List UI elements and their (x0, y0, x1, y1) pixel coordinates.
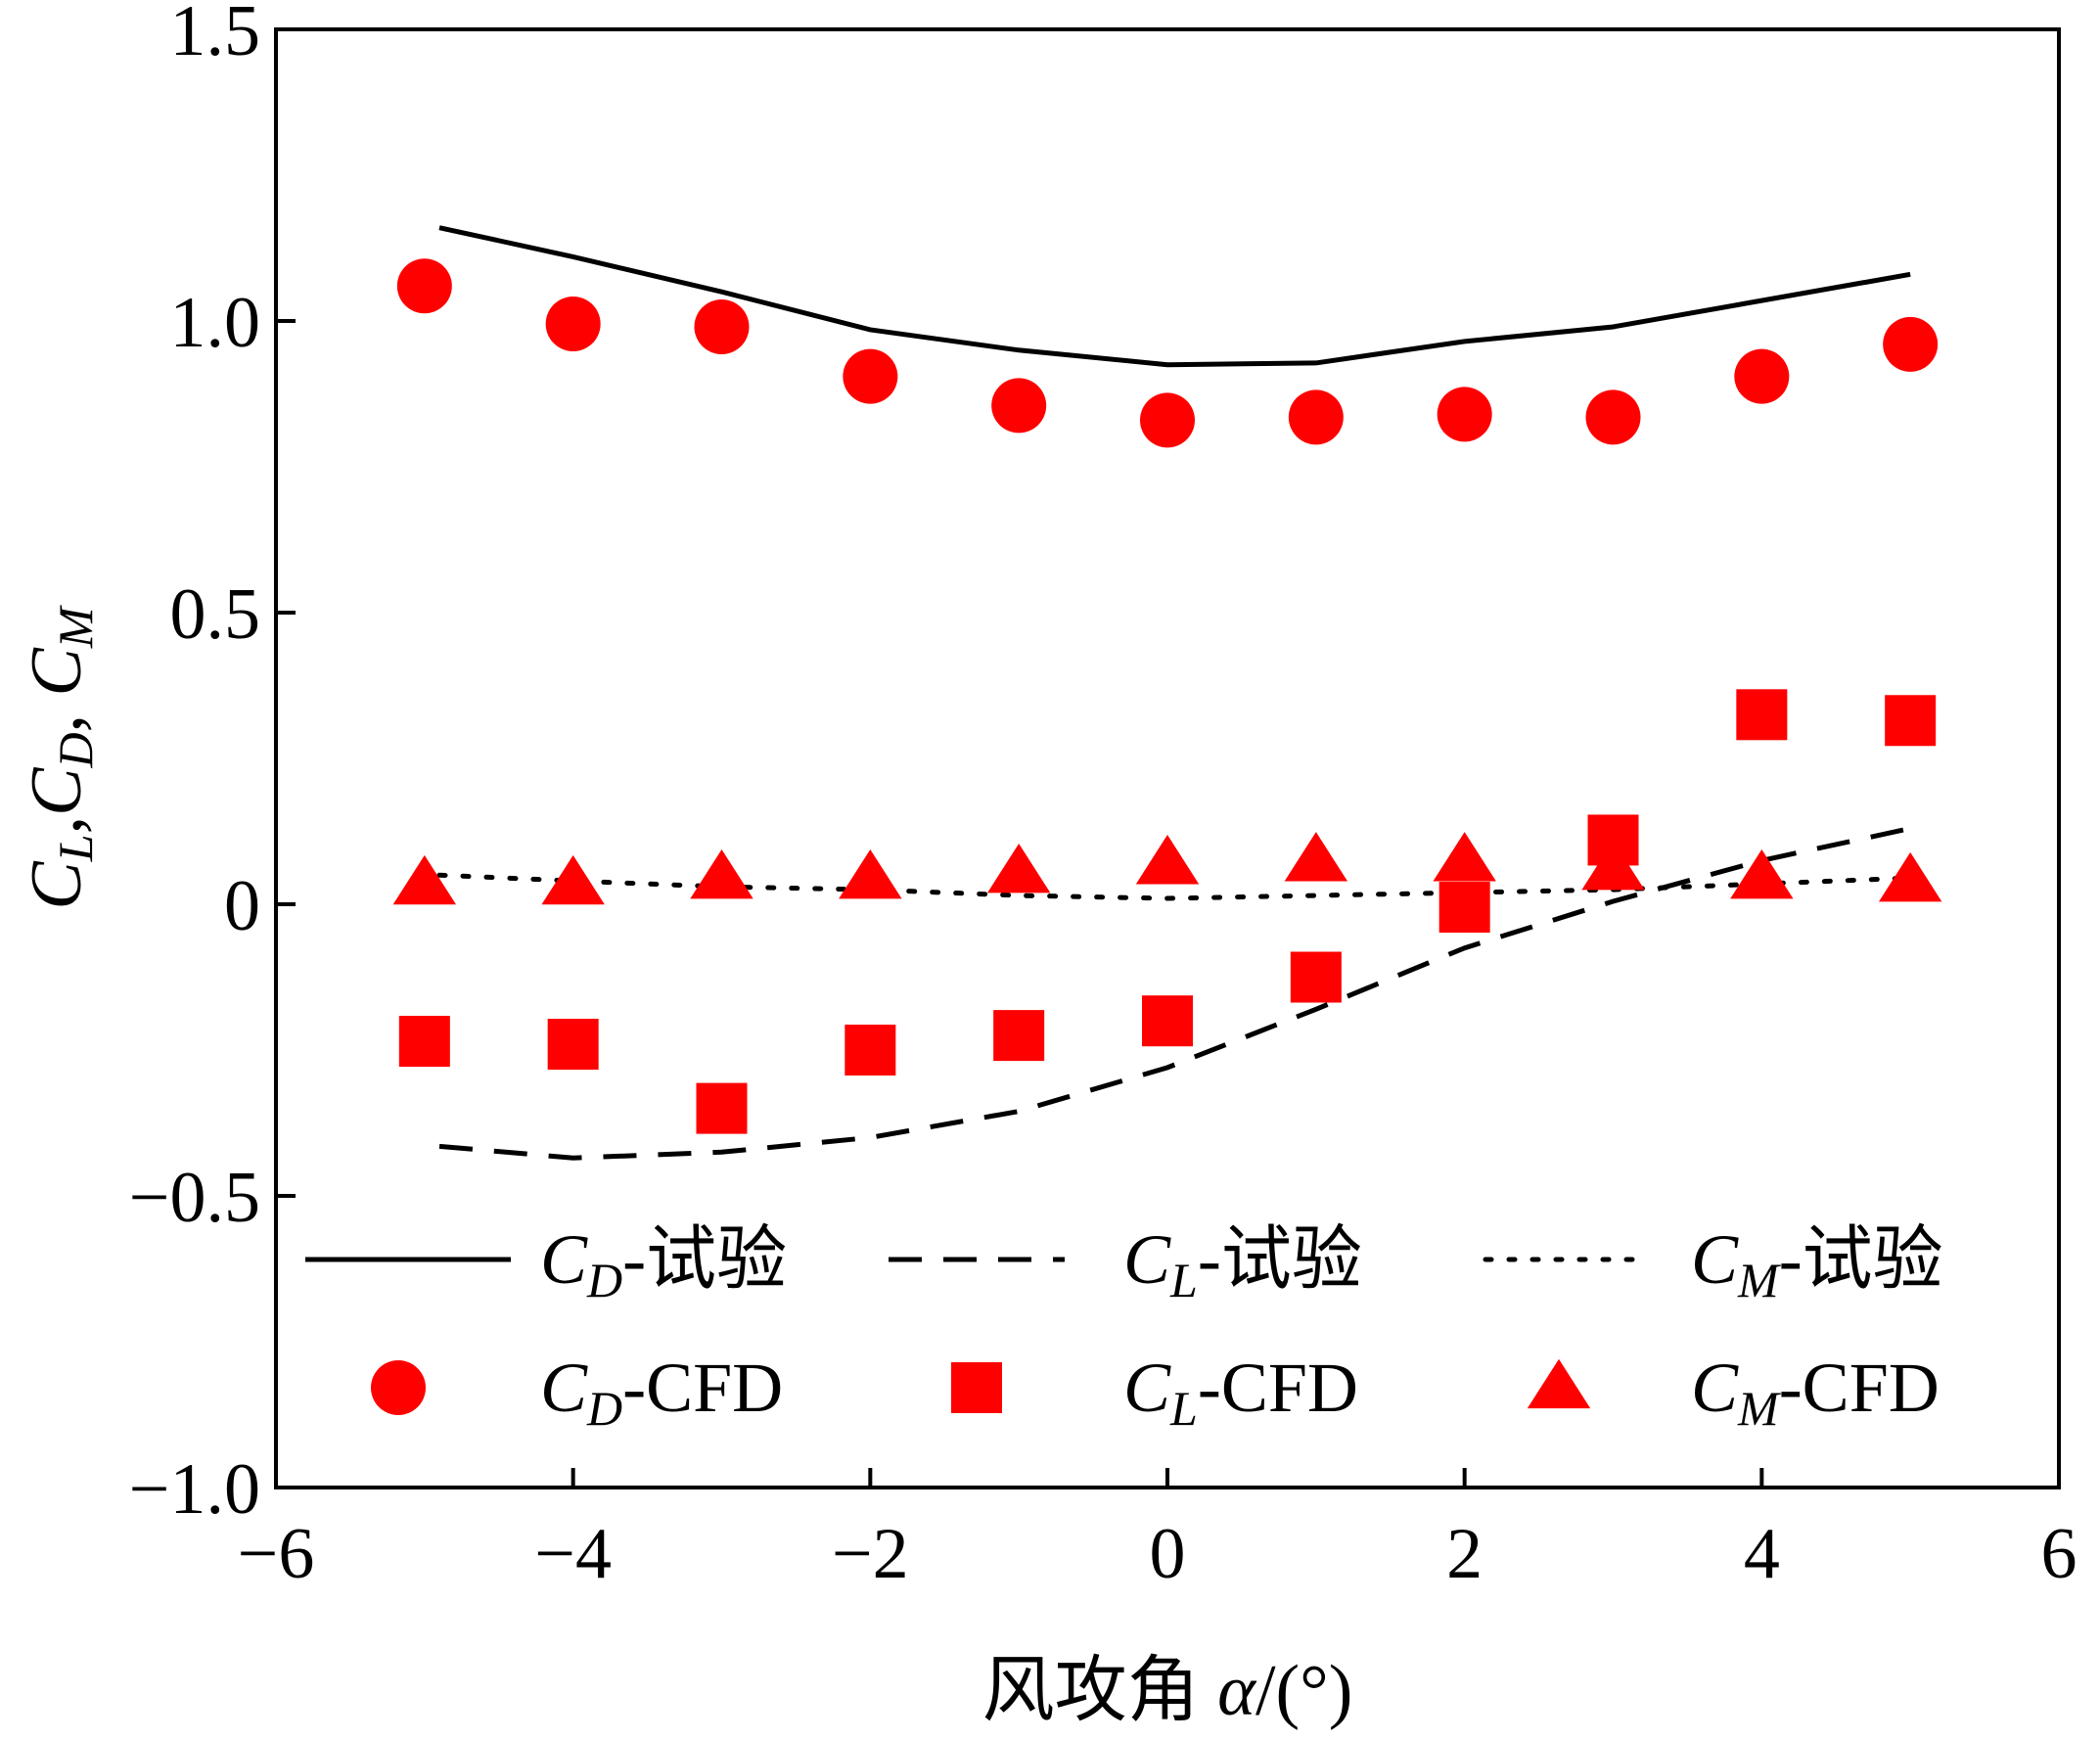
y-tick-label: 0 (224, 866, 260, 946)
legend-swatch (1527, 1358, 1591, 1409)
series-markers-clcfd (398, 689, 1937, 1134)
x-tick-label: 2 (1446, 1514, 1483, 1594)
marker-cdcfd (396, 258, 452, 314)
marker-cdcfd (1288, 389, 1344, 445)
marker-clcfd (845, 1025, 896, 1076)
marker-cdcfd (1140, 392, 1195, 448)
y-tick-label: −0.5 (129, 1158, 260, 1238)
marker-cmcfd (1135, 835, 1200, 885)
x-tick-label: −4 (534, 1514, 612, 1594)
marker-cmcfd (690, 848, 753, 899)
series-lines (436, 225, 1913, 1161)
marker-cmcfd (986, 843, 1051, 893)
legend-label: CD-试验 (540, 1220, 787, 1307)
marker-cmcfd (1433, 832, 1496, 882)
x-tick-label: −2 (832, 1514, 909, 1594)
x-tick-label: 0 (1150, 1514, 1186, 1594)
legend-entry-cm: CM-试验 (1483, 1220, 1943, 1307)
marker-cdcfd (1883, 316, 1939, 372)
marker-cdcfd (843, 348, 898, 404)
legend-entry-cd: CD-试验 (305, 1220, 787, 1307)
legend-label: CL-CFD (1123, 1349, 1358, 1436)
marker-cmcfd (541, 854, 605, 905)
legend-entry-clcfd: CL-CFD (951, 1349, 1358, 1436)
y-tick-label: 1.5 (170, 0, 261, 71)
series-markers-cmcfd (392, 832, 1942, 905)
legend-entry-cmcfd: CM-CFD (1527, 1349, 1940, 1436)
y-tick-label: 0.5 (170, 574, 261, 655)
legend: CD-试验 CL-试验 CM-试验 CD-CFD CL-CFD CM-CFD (305, 1220, 1943, 1436)
series-line-cd (438, 225, 1911, 368)
legend-label: CD-CFD (540, 1349, 783, 1436)
marker-clcfd (1885, 695, 1937, 747)
marker-clcfd (696, 1082, 748, 1134)
marker-clcfd (1142, 995, 1193, 1047)
marker-cdcfd (1437, 387, 1492, 442)
marker-cdcfd (694, 298, 750, 354)
axis-tick-labels: −6 −4 −2 0 2 4 6 −1.0 −0.5 0 0.5 1.0 1.5 (129, 0, 2077, 1594)
marker-clcfd (547, 1019, 599, 1071)
y-tick-label: −1.0 (129, 1449, 260, 1530)
legend-entry-cl: CL-试验 (889, 1220, 1362, 1307)
marker-cdcfd (1585, 389, 1641, 445)
legend-label: CM-试验 (1691, 1220, 1943, 1307)
legend-swatch (951, 1362, 1002, 1413)
marker-cmcfd (1878, 851, 1942, 902)
marker-clcfd (398, 1016, 450, 1068)
marker-cmcfd (1284, 832, 1348, 882)
x-tick-label: −6 (238, 1514, 315, 1594)
marker-cdcfd (991, 378, 1047, 434)
marker-clcfd (1438, 881, 1490, 933)
marker-clcfd (993, 1010, 1045, 1062)
axis-ticks (274, 27, 2061, 1489)
marker-cmcfd (839, 848, 902, 899)
x-tick-label: 6 (2041, 1514, 2077, 1594)
marker-cmcfd (1581, 841, 1645, 891)
x-axis-title: 风攻角 α/(°) (982, 1651, 1353, 1731)
y-tick-label: 1.0 (170, 283, 261, 363)
x-tick-label: 4 (1744, 1514, 1780, 1594)
y-axis-title: CL,CD, CM (17, 605, 103, 910)
legend-label: CL-试验 (1123, 1220, 1362, 1307)
legend-entry-cdcfd: CD-CFD (371, 1349, 783, 1436)
legend-label: CM-CFD (1691, 1349, 1940, 1436)
marker-cdcfd (545, 296, 601, 351)
marker-cmcfd (1730, 848, 1794, 899)
marker-clcfd (1736, 689, 1788, 741)
marker-cmcfd (392, 854, 457, 905)
legend-swatch (371, 1360, 426, 1415)
series-markers (392, 258, 1942, 1134)
marker-clcfd (1290, 951, 1342, 1003)
marker-cdcfd (1734, 348, 1790, 404)
series-markers-cdcfd (396, 258, 1939, 448)
series-line-cm (436, 872, 1913, 901)
